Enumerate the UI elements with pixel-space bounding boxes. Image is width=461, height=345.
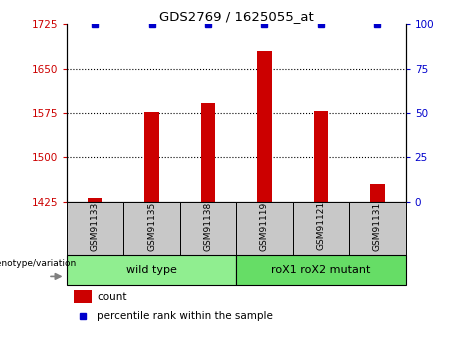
Bar [74, 290, 92, 304]
Text: GSM91131: GSM91131 [373, 201, 382, 250]
Title: GDS2769 / 1625055_at: GDS2769 / 1625055_at [159, 10, 313, 23]
Text: GSM91135: GSM91135 [147, 201, 156, 250]
Bar [257, 51, 272, 202]
Text: GSM91138: GSM91138 [203, 201, 213, 250]
Bar [236, 202, 293, 255]
Bar [67, 202, 123, 255]
Text: GSM91133: GSM91133 [90, 201, 100, 250]
Bar [349, 202, 406, 255]
Text: percentile rank within the sample: percentile rank within the sample [97, 311, 273, 321]
Text: wild type: wild type [126, 265, 177, 275]
Bar [293, 202, 349, 255]
Bar [201, 103, 215, 202]
Bar [88, 198, 102, 202]
Bar [370, 184, 384, 202]
Bar [144, 112, 159, 202]
Bar [67, 255, 236, 285]
Bar [236, 255, 406, 285]
Text: roX1 roX2 mutant: roX1 roX2 mutant [271, 265, 371, 275]
Text: genotype/variation: genotype/variation [0, 259, 77, 268]
Bar [123, 202, 180, 255]
Text: GSM91121: GSM91121 [316, 201, 325, 250]
Text: GSM91119: GSM91119 [260, 201, 269, 250]
Bar [314, 111, 328, 202]
Bar [180, 202, 236, 255]
Text: count: count [97, 292, 127, 302]
